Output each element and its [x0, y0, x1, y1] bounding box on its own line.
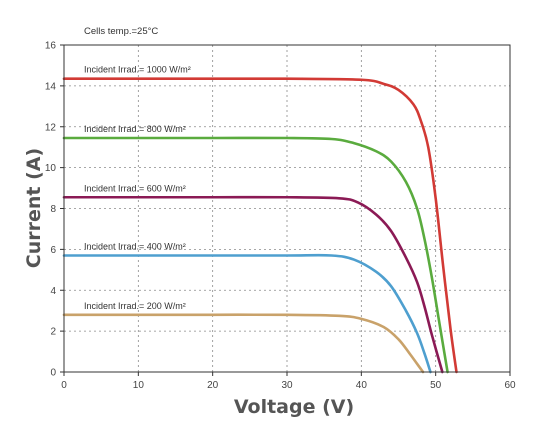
x-tick-label: 40 — [356, 380, 368, 391]
y-tick-label: 16 — [45, 41, 57, 52]
cells-temperature-note: Cells temp.=25°C — [84, 26, 158, 37]
x-tick-label: 10 — [133, 380, 145, 391]
series-label: Incident Irrad.= 800 W/m² — [84, 124, 186, 134]
x-tick-label: 20 — [207, 380, 219, 391]
x-tick-label: 0 — [61, 380, 67, 391]
series-line — [62, 253, 432, 374]
y-tick-label: 0 — [50, 368, 56, 379]
axis-ticks: 0 10 20 30 40 50 60 0 2 4 6 8 10 12 14 16 — [45, 41, 516, 392]
series-label: Incident Irrad.= 400 W/m² — [84, 242, 186, 252]
plot-frame — [63, 44, 511, 373]
x-tick-label: 60 — [504, 380, 516, 391]
y-tick-label: 2 — [50, 327, 56, 338]
series-label: Incident Irrad.= 200 W/m² — [84, 301, 186, 311]
y-axis-title: Current (A) — [23, 148, 45, 268]
y-tick-label: 12 — [45, 122, 57, 133]
y-tick-label: 8 — [50, 204, 56, 215]
grid — [64, 45, 510, 372]
series-line — [62, 313, 425, 374]
y-tick-label: 4 — [50, 286, 56, 297]
series-label: Incident Irrad.= 1000 W/m² — [84, 65, 191, 75]
series-line — [62, 77, 458, 374]
series-group: Incident Irrad.= 1000 W/m² Incident Irrad… — [62, 65, 458, 374]
series-label: Incident Irrad.= 600 W/m² — [84, 183, 186, 193]
series-line — [62, 195, 444, 374]
x-axis-title: Voltage (V) — [234, 396, 354, 418]
y-tick-label: 10 — [45, 163, 57, 174]
y-tick-label: 6 — [50, 245, 56, 256]
y-tick-label: 14 — [45, 81, 57, 92]
series-line — [62, 136, 449, 374]
x-tick-label: 30 — [281, 380, 293, 391]
x-tick-label: 50 — [430, 380, 442, 391]
